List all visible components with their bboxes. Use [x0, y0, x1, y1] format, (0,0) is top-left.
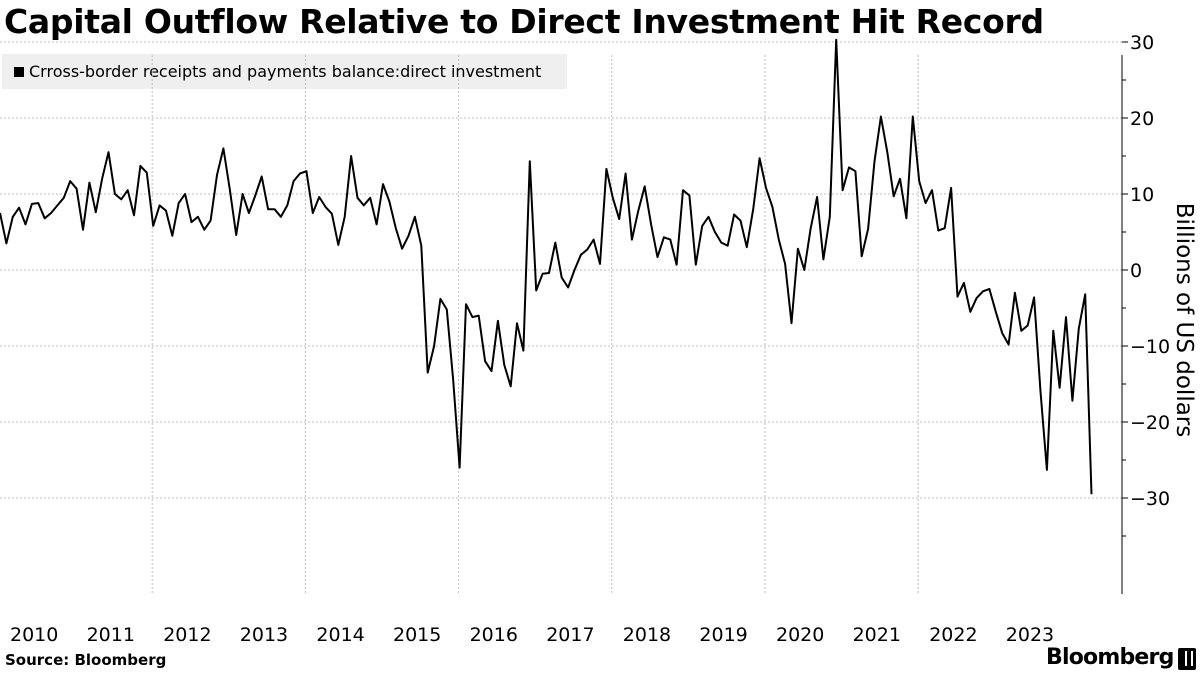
x-tick-label: 2021 — [853, 624, 901, 646]
legend-label: Crross-border receipts and payments bala… — [29, 62, 542, 81]
y-tick-label: 20 — [1130, 108, 1154, 130]
x-tick-label: 2013 — [240, 624, 288, 646]
y-tick-label: 10 — [1130, 184, 1154, 206]
x-tick-label: 2016 — [470, 624, 518, 646]
series — [0, 38, 1093, 495]
x-tick-label: 2022 — [929, 624, 977, 646]
x-tick-label: 2017 — [546, 624, 594, 646]
y-tick-label: −20 — [1130, 412, 1170, 434]
series-line — [0, 38, 1093, 495]
x-tick-label: 2014 — [316, 624, 364, 646]
brand-logo: Bloomberg — [1046, 645, 1174, 670]
y-tick-label: −30 — [1130, 488, 1170, 510]
y-axis-label: Billions of US dollars — [1171, 203, 1197, 438]
y-axis: 30 20 10 0 −10 −20 −30 Billions of US dollars — [1121, 32, 1197, 594]
source-note: Source: Bloomberg — [5, 651, 167, 669]
legend: Crross-border receipts and payments bala… — [2, 54, 567, 89]
legend-swatch — [14, 67, 24, 77]
x-tick-label: 2010 — [10, 624, 58, 646]
x-tick-label: 2019 — [699, 624, 747, 646]
x-tick-label: 2012 — [163, 624, 211, 646]
x-tick-label: 2023 — [1006, 624, 1054, 646]
x-tick-label: 2011 — [87, 624, 135, 646]
x-axis: 2010 2011 2012 2013 2014 2015 2016 2017 2018 2019… — [10, 624, 1054, 646]
pause-icon — [1178, 648, 1196, 670]
y-tick-label: 30 — [1130, 32, 1154, 54]
chart-title: Capital Outflow Relative to Direct Inves… — [4, 2, 1044, 41]
y-tick-label: −10 — [1130, 336, 1170, 358]
x-tick-label: 2018 — [623, 624, 671, 646]
x-tick-label: 2015 — [393, 624, 441, 646]
x-tick-label: 2020 — [776, 624, 824, 646]
gridlines — [0, 41, 1122, 594]
y-tick-label: 0 — [1130, 260, 1142, 282]
